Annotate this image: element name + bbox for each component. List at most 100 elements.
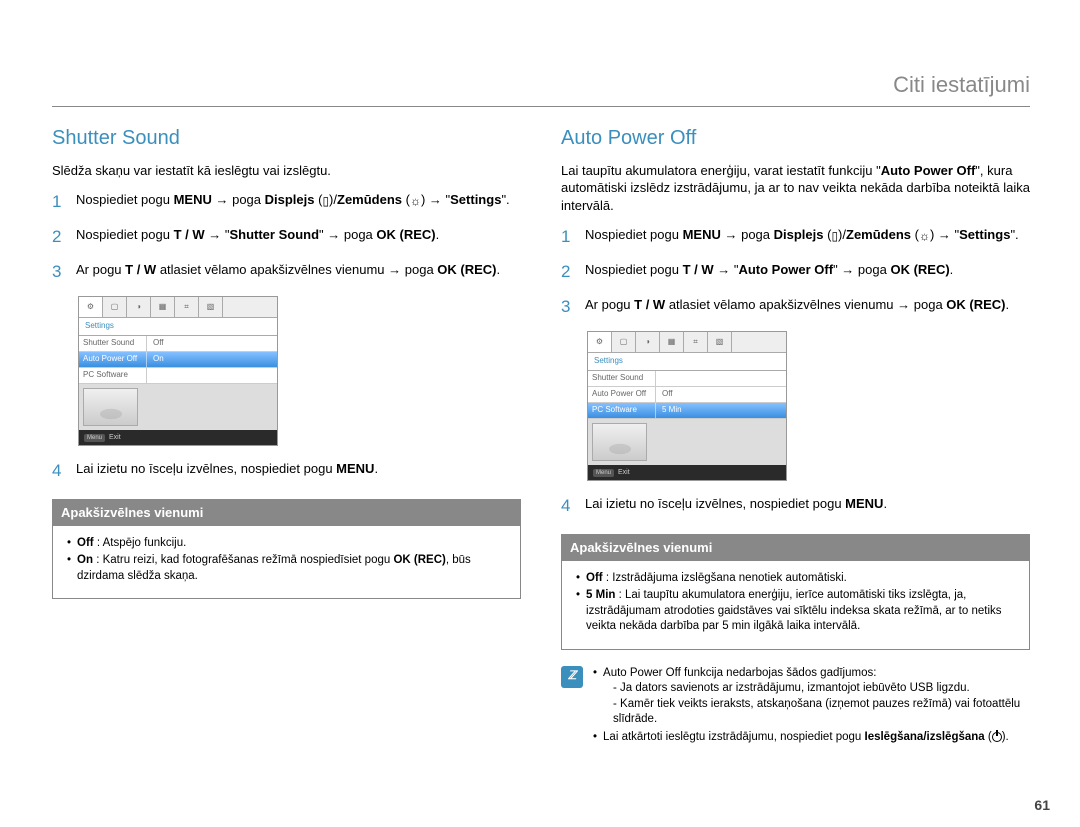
lcd-tab-icon: ▦	[660, 332, 684, 352]
t: : Lai taupītu akumulatora enerģiju, ierī…	[586, 589, 1001, 632]
t: : Katru reizi, kad fotografēšanas režīmā…	[93, 554, 393, 566]
note-box: ℤ • Auto Power Off funkcija nedarbojas š…	[561, 666, 1030, 748]
t: (	[402, 192, 410, 207]
lcd-screenshot-right: ⚙ ▢ ◑ ▦ ⌗ ▧ Settings Shutter Sound Auto …	[587, 331, 1030, 481]
t: Lai izietu no īsceļu izvēlnes, nospiedie…	[585, 496, 845, 511]
t: 5 Min	[586, 589, 615, 601]
t: - Kamēr tiek veikts ieraksts, atskaņošan…	[603, 697, 1030, 728]
t: → "	[205, 227, 230, 242]
t: Nospiediet pogu	[76, 227, 174, 242]
t: - Ja dators savienots ar izstrādājumu, i…	[603, 681, 1030, 697]
lcd-row-val	[147, 368, 277, 383]
t: Auto Power Off funkcija nedarbojas šādos…	[603, 667, 876, 679]
section-title-left: Shutter Sound	[52, 125, 521, 152]
step-num: 1	[52, 191, 66, 214]
bullet-icon: •	[576, 571, 580, 587]
submenu-box-left: Apakšizvēlnes vienumi •Off : Atspējo fun…	[52, 499, 521, 599]
t: Displejs	[265, 192, 315, 207]
t: Off	[586, 572, 603, 584]
lcd-tab-icon: ⌗	[684, 332, 708, 352]
t: Ar pogu	[76, 262, 125, 277]
lcd-tab-icon: ▢	[612, 332, 636, 352]
t: .	[1006, 297, 1010, 312]
t: .	[950, 262, 954, 277]
step-2-left: 2 Nospiediet pogu T / W → "Shutter Sound…	[52, 226, 521, 249]
t: ".	[501, 192, 509, 207]
step-num: 4	[52, 460, 66, 483]
step-num: 4	[561, 495, 575, 518]
lcd-tab-icon: ▧	[199, 297, 223, 317]
t: On	[77, 554, 93, 566]
note-icon: ℤ	[561, 666, 583, 688]
power-icon	[992, 732, 1002, 742]
t: Auto Power Off	[881, 163, 976, 178]
t: Nospiediet pogu	[585, 227, 683, 242]
t: Lai taupītu akumulatora enerģiju, varat …	[561, 163, 881, 178]
underwater-icon: ☼	[919, 228, 930, 244]
lcd-menu-icon: Menu	[84, 434, 105, 442]
page-header: Citi iestatījumi	[52, 70, 1030, 106]
t: .	[436, 227, 440, 242]
lcd-tab-icon: ⚙	[79, 297, 103, 317]
lcd-thumbnail	[83, 388, 138, 426]
t: Zemūdens	[846, 227, 911, 242]
t: → "	[714, 262, 739, 277]
t: Lai izietu no īsceļu izvēlnes, nospiedie…	[76, 461, 336, 476]
lcd-tab-icon: ▧	[708, 332, 732, 352]
lcd-tab-icon: ⌗	[175, 297, 199, 317]
submenu-box-right: Apakšizvēlnes vienumi •Off : Izstrādājum…	[561, 534, 1030, 650]
page-number: 61	[1034, 796, 1050, 815]
t: (	[823, 227, 831, 242]
t: Displejs	[774, 227, 824, 242]
t: (	[314, 192, 322, 207]
t: → poga	[212, 192, 265, 207]
t: OK (REC)	[946, 297, 1005, 312]
t: T / W	[125, 262, 156, 277]
t: .	[883, 496, 887, 511]
section-title-right: Auto Power Off	[561, 125, 1030, 152]
t: T / W	[683, 262, 714, 277]
t: .	[374, 461, 378, 476]
submenu-head: Apakšizvēlnes vienumi	[53, 500, 520, 526]
lcd-row-val: 5 Min	[656, 403, 786, 418]
intro-left: Slēdža skaņu var iestatīt kā ieslēgtu va…	[52, 162, 521, 180]
lcd-row-label: Shutter Sound	[588, 371, 656, 386]
step-3-right: 3 Ar pogu T / W atlasiet vēlamo apakšizv…	[561, 296, 1030, 319]
t: atlasiet vēlamo apakšizvēlnes vienumu → …	[665, 297, 946, 312]
lcd-exit: Exit	[109, 433, 121, 442]
t: ).	[1002, 731, 1009, 743]
t: MENU	[683, 227, 721, 242]
step-2-right: 2 Nospiediet pogu T / W → "Auto Power Of…	[561, 261, 1030, 284]
t: " → poga	[319, 227, 376, 242]
t: OK (REC)	[437, 262, 496, 277]
t: Settings	[450, 192, 501, 207]
submenu-head: Apakšizvēlnes vienumi	[562, 535, 1029, 561]
t: : Atspējo funkciju.	[94, 537, 187, 549]
underwater-icon: ☼	[410, 193, 421, 209]
lcd-thumbnail	[592, 423, 647, 461]
step-4-left: 4 Lai izietu no īsceļu izvēlnes, nospied…	[52, 460, 521, 483]
lcd-screenshot-left: ⚙ ▢ ◑ ▦ ⌗ ▧ Settings Shutter SoundOff Au…	[78, 296, 521, 446]
lcd-row-label: PC Software	[79, 368, 147, 383]
t: MENU	[174, 192, 212, 207]
lcd-settings-label: Settings	[588, 353, 786, 371]
lcd-tab-icon: ◑	[127, 297, 151, 317]
t: Zemūdens	[337, 192, 402, 207]
t: → poga	[721, 227, 774, 242]
lcd-row-label: PC Software	[588, 403, 656, 418]
t: Shutter Sound	[229, 227, 319, 242]
t: atlasiet vēlamo apakšizvēlnes vienumu → …	[156, 262, 437, 277]
step-1-left: 1 Nospiediet pogu MENU → poga Displejs (…	[52, 191, 521, 214]
t: ".	[1010, 227, 1018, 242]
t: .	[497, 262, 501, 277]
t: )/	[329, 192, 337, 207]
header-rule	[52, 106, 1030, 107]
bullet-icon: •	[593, 666, 597, 728]
t: Settings	[959, 227, 1010, 242]
lcd-tab-icon: ▢	[103, 297, 127, 317]
lcd-row-label: Auto Power Off	[79, 352, 147, 367]
lcd-row-label: Auto Power Off	[588, 387, 656, 402]
t: Ar pogu	[585, 297, 634, 312]
t: MENU	[845, 496, 883, 511]
intro-right: Lai taupītu akumulatora enerģiju, varat …	[561, 162, 1030, 215]
